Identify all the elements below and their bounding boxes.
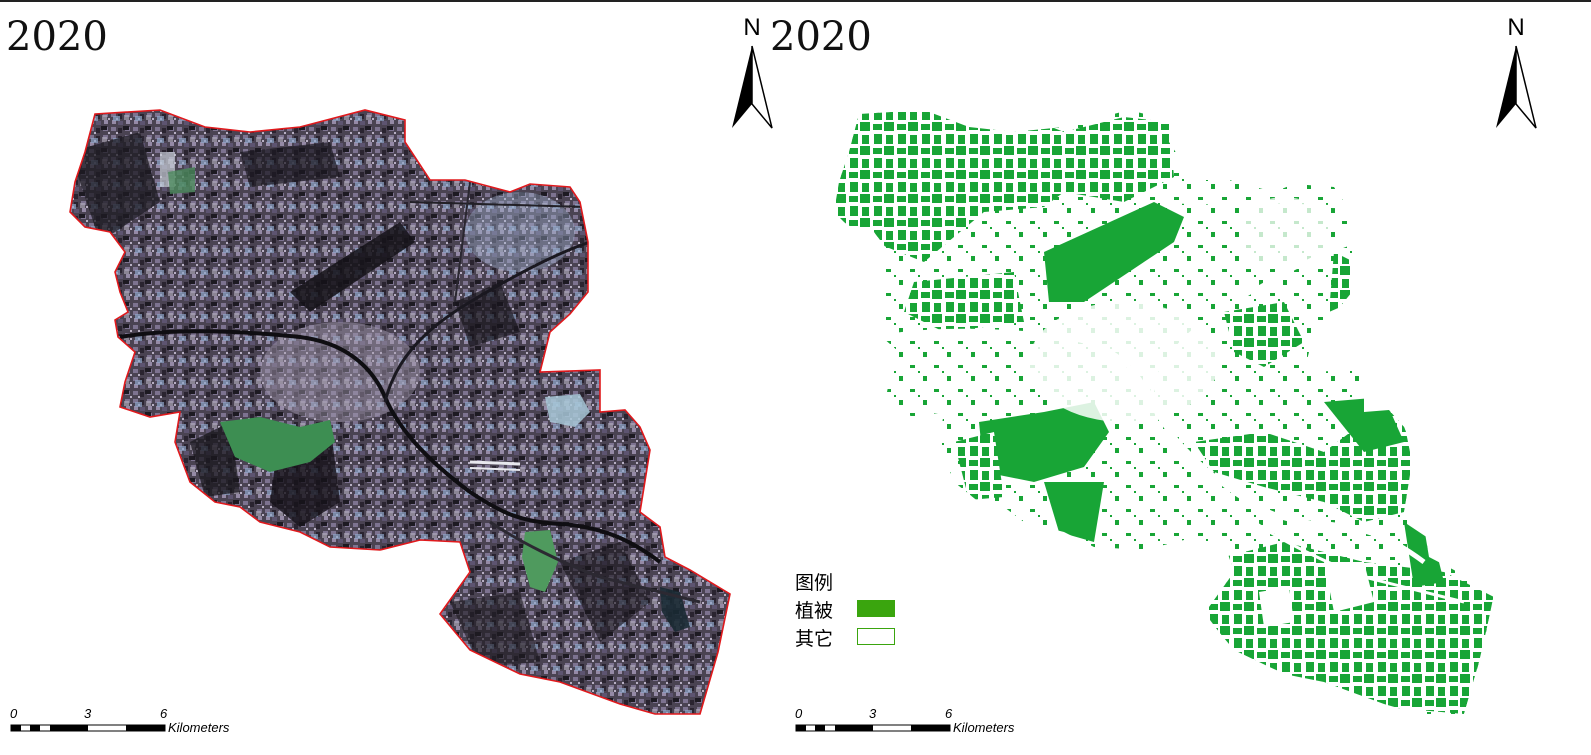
legend-item-other: 其它	[795, 624, 915, 650]
north-arrow-right: N	[1492, 14, 1540, 129]
map-legend: 图例 植被 其它	[795, 568, 915, 658]
scale-bar-graphic	[795, 724, 951, 732]
year-label: 2020	[6, 14, 108, 60]
legend-swatch-other	[857, 628, 895, 645]
north-arrow-icon	[1496, 45, 1537, 129]
dark-band	[290, 222, 415, 312]
scale-bar-graphic	[10, 724, 166, 732]
scale-bar-right: 0 3 6 Kilometers	[795, 706, 1015, 735]
study-area-boundary	[69, 109, 731, 715]
top-border	[0, 0, 1591, 2]
scale-bar: 0 3 6 Kilometers	[10, 706, 230, 735]
lake-west	[220, 417, 335, 472]
dark-farmland	[70, 132, 160, 242]
legend-item-vegetation: 植被	[795, 596, 915, 622]
satellite-panel: 2020	[0, 2, 790, 755]
vegetation-map	[834, 110, 1494, 714]
north-label-right: N	[1507, 14, 1525, 41]
north-arrow-icon	[732, 45, 773, 129]
north-arrow: N	[728, 14, 776, 129]
year-label-right: 2020	[770, 14, 872, 60]
classification-panel: 2020	[764, 2, 1591, 755]
legend-title: 图例	[795, 572, 834, 594]
satellite-map	[69, 109, 731, 715]
legend-swatch-vegetation	[857, 600, 895, 617]
north-label: N	[743, 14, 761, 41]
